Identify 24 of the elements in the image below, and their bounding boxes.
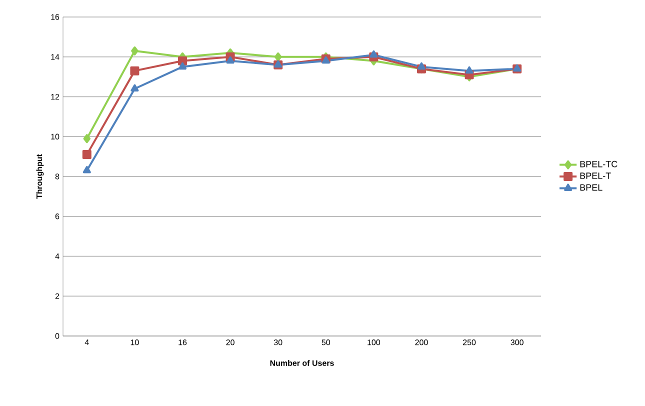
legend-label: BPEL: [580, 184, 602, 191]
x-tick-label: 200: [415, 340, 428, 346]
x-tick-label: 10: [130, 340, 139, 346]
x-tick-label: 16: [178, 340, 187, 346]
x-tick-label: 30: [274, 340, 282, 346]
y-tick-label: 2: [55, 293, 60, 299]
y-tick-label: 16: [51, 14, 60, 20]
legend-label: BPEL-T: [580, 172, 611, 179]
y-tick-label: 14: [51, 54, 60, 60]
y-tick-label: 4: [55, 253, 60, 259]
y-axis-title: Throughput: [36, 154, 44, 199]
x-tick-label: 300: [510, 340, 524, 346]
legend-label: BPEL-TC: [580, 160, 618, 168]
y-tick-label: 8: [55, 174, 60, 180]
x-tick-label: 250: [463, 340, 476, 346]
x-tick-label: 50: [322, 340, 330, 346]
y-tick-label: 6: [55, 214, 60, 220]
x-tick-label: 20: [226, 340, 234, 346]
y-tick-label: 0: [55, 333, 60, 339]
y-tick-label: 12: [51, 94, 60, 100]
x-tick-label: 100: [368, 340, 380, 346]
y-tick-label: 10: [51, 134, 60, 140]
x-tick-label: 4: [84, 340, 89, 346]
x-axis-title: Number of Users: [270, 360, 334, 366]
